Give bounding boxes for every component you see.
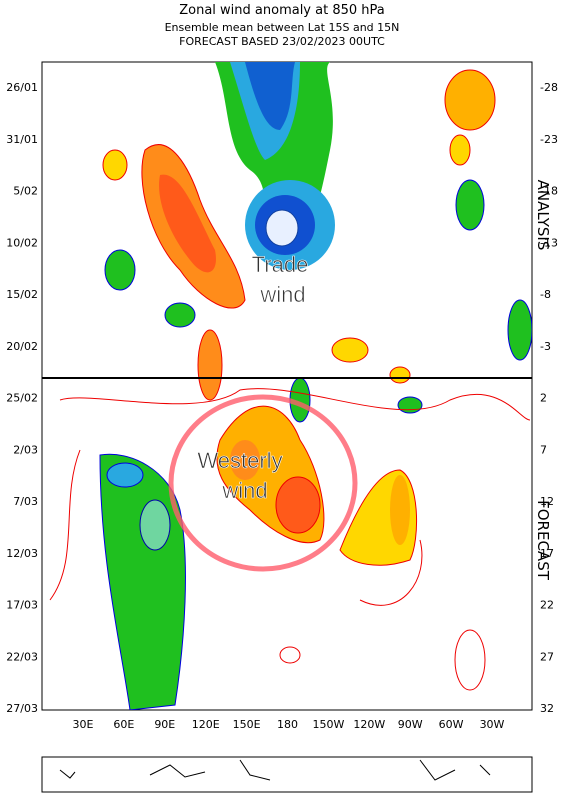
left-tick-label: 22/03 <box>6 650 38 663</box>
bottom-tick-label: 150E <box>233 718 261 731</box>
left-tick-label: 26/01 <box>6 81 38 94</box>
left-tick-label: 17/03 <box>6 599 38 612</box>
left-tick-label: 5/02 <box>13 185 38 198</box>
bottom-tick-label: 60E <box>113 718 134 731</box>
map-strip <box>41 756 533 793</box>
right-tick-label: 12 <box>540 495 554 508</box>
left-tick-label: 12/03 <box>6 547 38 560</box>
right-tick-label: 2 <box>540 392 547 405</box>
annotation-trade-wind: Trade wind <box>252 252 309 307</box>
bottom-tick-label: 90E <box>154 718 175 731</box>
bottom-tick-label: 150W <box>312 718 344 731</box>
left-tick-label: 27/03 <box>6 702 38 715</box>
right-tick-label: -3 <box>540 340 551 353</box>
right-tick-label: -8 <box>540 288 551 301</box>
left-tick-label: 15/02 <box>6 288 38 301</box>
right-tick-label: 17 <box>540 547 554 560</box>
bottom-tick-label: 180 <box>277 718 298 731</box>
annotation-westerly-wind: Westerly wind <box>197 448 282 503</box>
right-tick-label: 32 <box>540 702 554 715</box>
bottom-tick-label: 90W <box>398 718 423 731</box>
plot-area <box>41 61 533 711</box>
right-tick-label: 22 <box>540 599 554 612</box>
forecast-line: FORECAST BASED 23/02/2023 00UTC <box>179 35 385 48</box>
highlight-circle <box>168 394 358 572</box>
right-tick-label: 7 <box>540 443 547 456</box>
bottom-tick-label: 30W <box>480 718 505 731</box>
left-tick-label: 25/02 <box>6 392 38 405</box>
right-tick-label: -23 <box>540 133 558 146</box>
right-tick-label: 27 <box>540 650 554 663</box>
left-tick-label: 31/01 <box>6 133 38 146</box>
right-tick-label: -18 <box>540 185 558 198</box>
left-tick-label: 20/02 <box>6 340 38 353</box>
right-tick-label: -13 <box>540 236 558 249</box>
bottom-tick-label: 60W <box>439 718 464 731</box>
right-tick-label: -28 <box>540 81 558 94</box>
bottom-tick-label: 30E <box>73 718 94 731</box>
left-tick-label: 10/02 <box>6 236 38 249</box>
left-tick-label: 2/03 <box>13 443 38 456</box>
left-tick-label: 7/03 <box>13 495 38 508</box>
side-label-analysis: ANALYSIS <box>534 180 552 251</box>
bottom-tick-label: 120E <box>192 718 220 731</box>
title: Zonal wind anomaly at 850 hPa <box>179 3 385 18</box>
bottom-tick-label: 120W <box>353 718 385 731</box>
subtitle: Ensemble mean between Lat 15S and 15N <box>165 21 400 34</box>
side-label-forecast: FORECAST <box>534 500 552 581</box>
